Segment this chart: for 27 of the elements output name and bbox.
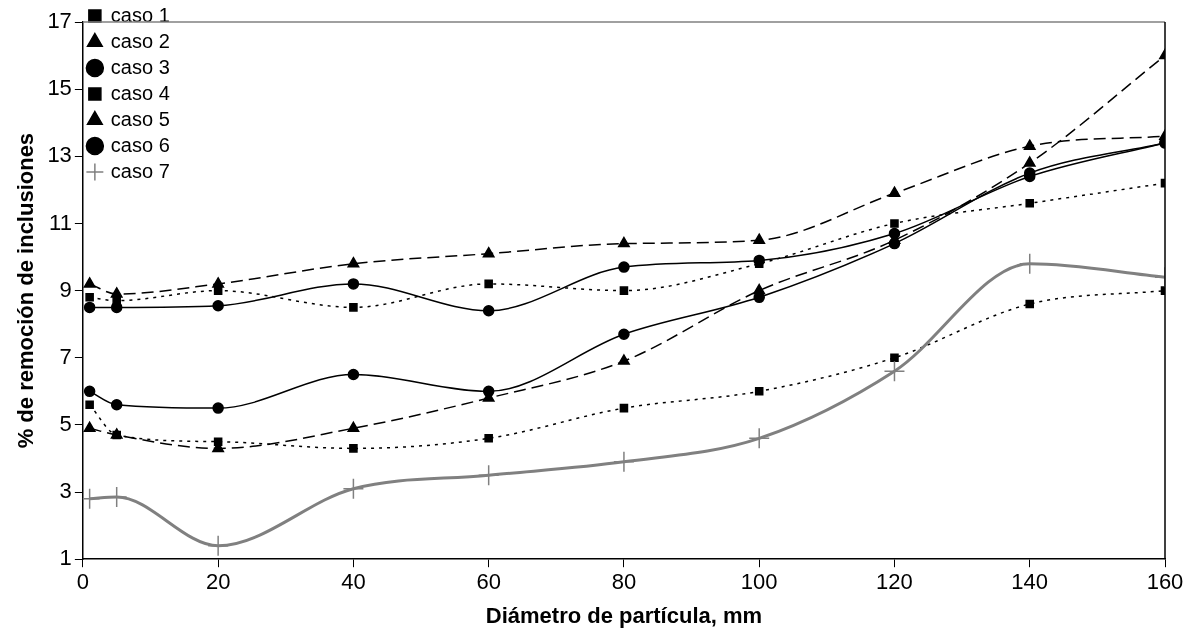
x-tick-label: 140 [1011,569,1049,595]
y-tick-label: 17 [47,8,72,34]
x-tick-label: 120 [876,569,913,595]
y-tick-label: 13 [47,142,72,168]
y-axis-title: % de remoción de inclusiones [13,132,39,449]
x-tick-label: 20 [205,569,231,595]
x-tick-label: 0 [76,569,89,595]
y-tick-label: 1 [59,545,72,571]
legend-label: caso 5 [110,107,170,130]
legend-label: caso 3 [110,55,170,78]
x-tick-label: 160 [1146,569,1184,595]
x-tick-label: 100 [740,569,778,595]
y-tick-label: 3 [59,478,72,504]
legend-label: caso 6 [110,133,170,156]
x-axis-title: Diámetro de partícula, mm [485,602,763,628]
x-tick-label: 80 [611,569,637,595]
x-tick-label: 40 [341,569,366,595]
y-tick-label: 11 [49,209,72,235]
y-tick-label: 7 [59,343,72,369]
y-tick-label: 15 [47,75,72,101]
legend-label: caso 7 [110,159,170,182]
legend-label: caso 2 [110,29,170,52]
y-tick-label: 9 [59,276,72,302]
legend-label: caso 1 [110,3,170,26]
x-tick-label: 60 [476,569,501,595]
y-tick-label: 5 [59,410,72,436]
legend-label: caso 4 [110,81,170,104]
